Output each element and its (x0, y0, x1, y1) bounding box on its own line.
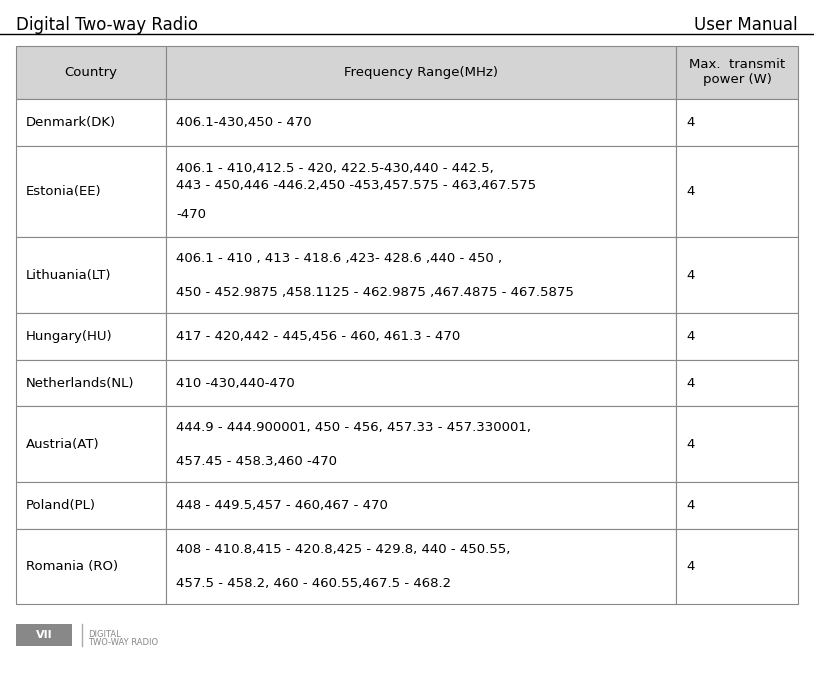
Text: Austria(AT): Austria(AT) (26, 437, 99, 451)
Text: Lithuania(LT): Lithuania(LT) (26, 269, 112, 281)
Bar (166, 238, 676, 313)
Bar (676, 406, 798, 482)
Bar (676, 529, 798, 604)
Text: 406.1 - 410 , 413 - 418.6 ,423- 428.6 ,440 - 450 ,: 406.1 - 410 , 413 - 418.6 ,423- 428.6 ,4… (176, 252, 502, 265)
Bar (16, 482, 166, 529)
Text: Hungary(HU): Hungary(HU) (26, 329, 112, 343)
Text: 4: 4 (686, 116, 694, 129)
Bar (676, 482, 798, 529)
Bar (676, 238, 798, 313)
Text: 4: 4 (686, 269, 694, 281)
Bar (16, 360, 166, 406)
Bar (676, 146, 798, 238)
Bar (16, 624, 72, 646)
Text: Poland(PL): Poland(PL) (26, 499, 96, 512)
Text: 448 - 449.5,457 - 460,467 - 470: 448 - 449.5,457 - 460,467 - 470 (176, 499, 388, 512)
Bar (16, 146, 166, 238)
Text: Romania (RO): Romania (RO) (26, 560, 118, 573)
Text: 406.1 - 410,412.5 - 420, 422.5-430,440 - 442.5,: 406.1 - 410,412.5 - 420, 422.5-430,440 -… (176, 162, 494, 176)
Bar (166, 406, 676, 482)
Bar (166, 529, 676, 604)
Text: Max.  transmit
power (W): Max. transmit power (W) (689, 59, 785, 86)
Bar (166, 146, 676, 238)
Bar (16, 46, 166, 99)
Text: VII: VII (36, 630, 52, 640)
Bar (16, 529, 166, 604)
Bar (16, 406, 166, 482)
Bar (166, 99, 676, 146)
Bar (676, 313, 798, 360)
Bar (16, 99, 166, 146)
Bar (676, 99, 798, 146)
Bar (166, 360, 676, 406)
Text: 457.5 - 458.2, 460 - 460.55,467.5 - 468.2: 457.5 - 458.2, 460 - 460.55,467.5 - 468.… (176, 577, 451, 590)
Bar (166, 313, 676, 360)
Bar (166, 46, 676, 99)
Text: 408 - 410.8,415 - 420.8,425 - 429.8, 440 - 450.55,: 408 - 410.8,415 - 420.8,425 - 429.8, 440… (176, 543, 510, 556)
Text: -470: -470 (176, 208, 206, 221)
Text: 406.1-430,450 - 470: 406.1-430,450 - 470 (176, 116, 312, 129)
Text: DIGITAL: DIGITAL (88, 630, 120, 639)
Text: 4: 4 (686, 329, 694, 343)
Text: 4: 4 (686, 560, 694, 573)
Text: Denmark(DK): Denmark(DK) (26, 116, 116, 129)
Text: 457.45 - 458.3,460 -470: 457.45 - 458.3,460 -470 (176, 455, 337, 468)
Text: User Manual: User Manual (694, 16, 798, 34)
Text: 443 - 450,446 -446.2,450 -453,457.575 - 463,467.575: 443 - 450,446 -446.2,450 -453,457.575 - … (176, 180, 536, 192)
Text: Country: Country (64, 66, 117, 79)
Bar (676, 360, 798, 406)
Text: TWO-WAY RADIO: TWO-WAY RADIO (88, 638, 158, 647)
Bar (676, 46, 798, 99)
Text: 4: 4 (686, 185, 694, 198)
Text: Digital Two-way Radio: Digital Two-way Radio (16, 16, 198, 34)
Text: 410 -430,440-470: 410 -430,440-470 (176, 377, 295, 389)
Bar (16, 313, 166, 360)
Bar (16, 238, 166, 313)
Text: 450 - 452.9875 ,458.1125 - 462.9875 ,467.4875 - 467.5875: 450 - 452.9875 ,458.1125 - 462.9875 ,467… (176, 286, 574, 299)
Text: 4: 4 (686, 437, 694, 451)
Text: Frequency Range(MHz): Frequency Range(MHz) (344, 66, 498, 79)
Text: 444.9 - 444.900001, 450 - 456, 457.33 - 457.330001,: 444.9 - 444.900001, 450 - 456, 457.33 - … (176, 421, 532, 433)
Text: 4: 4 (686, 499, 694, 512)
Bar (166, 482, 676, 529)
Text: 417 - 420,442 - 445,456 - 460, 461.3 - 470: 417 - 420,442 - 445,456 - 460, 461.3 - 4… (176, 329, 461, 343)
Text: Netherlands(NL): Netherlands(NL) (26, 377, 134, 389)
Text: 4: 4 (686, 377, 694, 389)
Text: Estonia(EE): Estonia(EE) (26, 185, 102, 198)
